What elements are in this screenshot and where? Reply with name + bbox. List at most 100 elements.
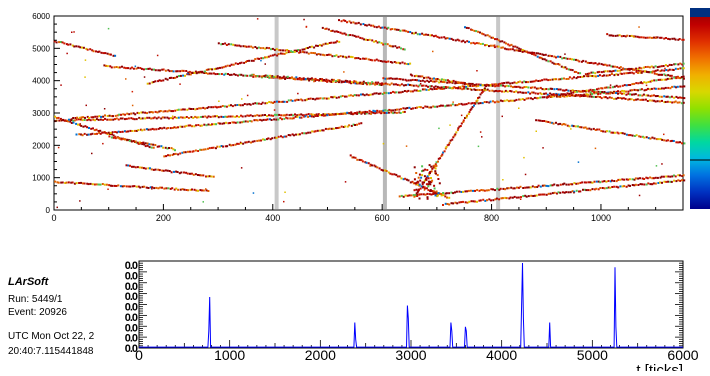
hit xyxy=(497,45,500,48)
hit xyxy=(539,52,542,55)
hit xyxy=(620,35,623,38)
hit xyxy=(391,61,394,64)
hit xyxy=(266,118,269,121)
hit xyxy=(153,68,155,71)
hit xyxy=(234,44,237,47)
hit xyxy=(476,189,479,192)
hit xyxy=(374,83,377,86)
hit xyxy=(640,36,643,39)
hit xyxy=(348,112,351,115)
cluster-hit xyxy=(424,168,427,171)
hit xyxy=(597,180,600,183)
noise-hit xyxy=(151,188,153,190)
hit xyxy=(388,44,391,47)
hit xyxy=(324,80,327,82)
hit xyxy=(556,95,558,98)
hit xyxy=(501,40,504,43)
hit xyxy=(546,93,549,96)
hit xyxy=(612,70,615,72)
hit xyxy=(675,86,678,89)
hit xyxy=(444,192,447,195)
hit xyxy=(593,91,596,94)
noise-hit xyxy=(449,124,451,126)
hit xyxy=(594,62,597,65)
hit xyxy=(479,43,482,45)
hit xyxy=(641,177,644,180)
hit xyxy=(382,111,385,114)
hit xyxy=(350,55,352,58)
hit xyxy=(622,35,625,37)
hit xyxy=(169,154,171,157)
hit xyxy=(157,187,160,190)
hit xyxy=(141,117,144,120)
hit xyxy=(289,117,292,120)
hit xyxy=(146,142,149,145)
hit xyxy=(507,187,510,190)
hit xyxy=(621,97,623,100)
hit xyxy=(452,79,455,82)
hit xyxy=(152,117,155,120)
hit xyxy=(159,110,162,112)
hit xyxy=(325,27,328,30)
hit xyxy=(637,71,639,74)
hit xyxy=(392,112,395,115)
colorbar-top-cap xyxy=(690,8,710,17)
hit xyxy=(637,69,640,72)
hit xyxy=(398,84,401,87)
hit xyxy=(648,36,651,39)
wf-x-tick-label: 0 xyxy=(135,347,143,363)
hit xyxy=(273,136,276,139)
hit xyxy=(75,45,78,48)
hit xyxy=(161,186,163,189)
hit xyxy=(541,79,544,82)
cluster-hit xyxy=(420,176,423,179)
hit xyxy=(102,119,105,121)
hit xyxy=(338,40,341,43)
hit xyxy=(656,100,659,103)
hit xyxy=(404,78,407,81)
hit xyxy=(180,171,183,174)
hit xyxy=(531,86,534,89)
hit xyxy=(628,68,631,71)
hit xyxy=(207,106,210,109)
hit xyxy=(444,147,447,150)
hit xyxy=(496,45,499,48)
hit xyxy=(584,73,587,76)
hit xyxy=(349,94,352,97)
hit xyxy=(299,49,302,52)
hit xyxy=(654,87,657,90)
hit xyxy=(634,93,637,96)
noise-hit xyxy=(651,70,654,72)
hit xyxy=(531,91,534,94)
hit xyxy=(586,95,589,98)
hit xyxy=(206,116,209,119)
hit xyxy=(557,123,560,126)
hit xyxy=(610,34,613,37)
wf-x-tick-label: 5000 xyxy=(577,347,608,363)
hit xyxy=(250,59,253,62)
noise-hit xyxy=(479,131,482,133)
hit xyxy=(392,45,394,48)
hit xyxy=(199,70,202,73)
wf-y-tick-label: 0.0 xyxy=(125,281,138,293)
hit xyxy=(351,156,354,159)
hit xyxy=(506,90,509,93)
hit xyxy=(438,78,441,81)
hit xyxy=(669,180,672,183)
hit xyxy=(498,198,501,201)
hit xyxy=(72,119,75,122)
hit xyxy=(382,169,385,172)
hit xyxy=(525,97,528,100)
hit xyxy=(101,131,104,134)
hit xyxy=(633,99,636,102)
hit xyxy=(342,112,345,115)
hit xyxy=(553,95,556,98)
hit xyxy=(619,97,622,99)
hit xyxy=(569,89,572,92)
hit xyxy=(553,55,556,58)
hit xyxy=(507,81,510,84)
hit xyxy=(171,70,173,73)
hit xyxy=(670,74,673,77)
hit xyxy=(635,89,638,92)
hit xyxy=(411,90,414,93)
